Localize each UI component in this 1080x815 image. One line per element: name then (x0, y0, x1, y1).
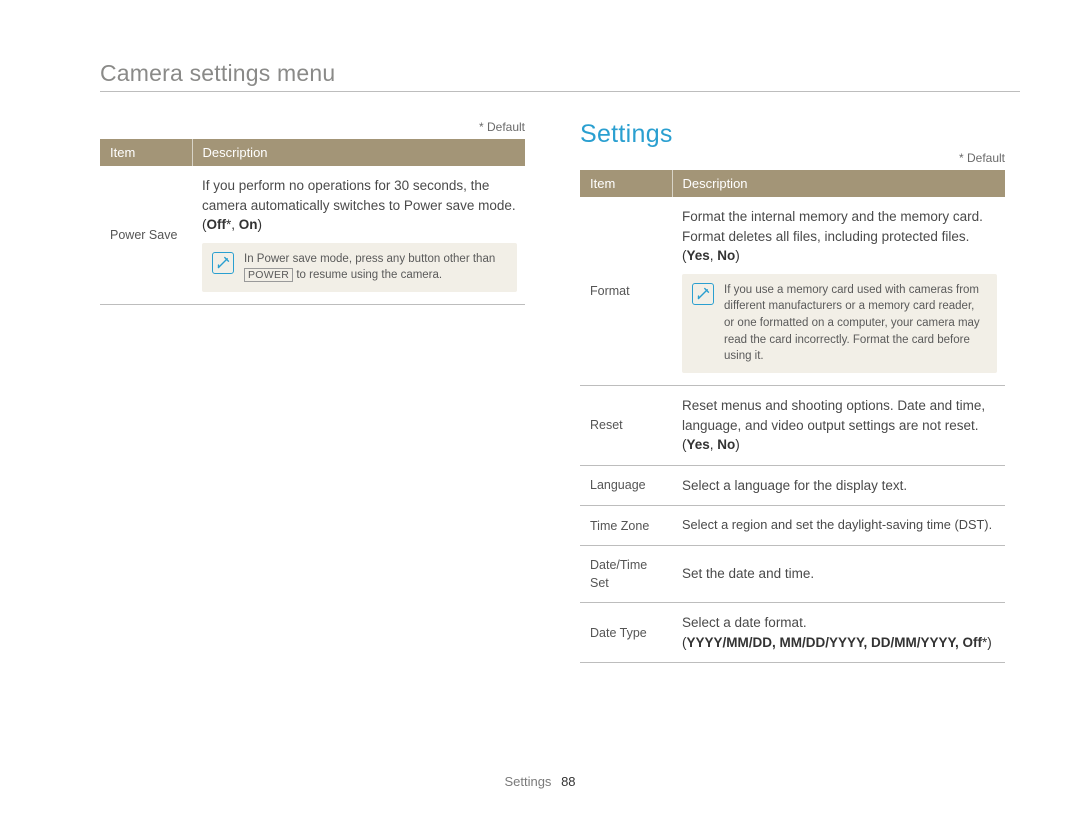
item-description-cell: Reset menus and shooting options. Date a… (672, 386, 1005, 466)
option-no: No (717, 437, 735, 452)
item-description-cell: Select a date format. (YYYY/MM/DD, MM/DD… (672, 603, 1005, 663)
note-box: If you use a memory card used with camer… (682, 274, 997, 373)
note-post: to resume using the camera. (293, 269, 442, 281)
left-column: * Default Item Description Power Save If… (100, 120, 525, 663)
item-description-cell: Select a region and set the daylight-sav… (672, 506, 1005, 546)
option-yes: Yes (687, 437, 710, 452)
col-header-description: Description (192, 139, 525, 166)
item-label: Power Save (100, 166, 192, 305)
options-line: (Yes, No) (682, 246, 997, 266)
option-on: On (239, 217, 258, 232)
note-pre: In Power save mode, press any button oth… (244, 253, 495, 265)
two-column-layout: * Default Item Description Power Save If… (100, 120, 1020, 663)
table-row: Time Zone Select a region and set the da… (580, 506, 1005, 546)
footer-page-number: 88 (561, 774, 575, 789)
table-row: Format Format the internal memory and th… (580, 197, 1005, 386)
footer-label: Settings (504, 774, 551, 789)
page-footer: Settings 88 (0, 774, 1080, 789)
note-boxed-power: POWER (244, 268, 293, 282)
options-sep: , (231, 217, 239, 232)
description-text: If you perform no operations for 30 seco… (202, 176, 517, 215)
option-no: No (717, 248, 735, 263)
table-row: Date/Time Set Set the date and time. (580, 545, 1005, 602)
default-note-right: * Default (580, 151, 1005, 165)
col-header-description: Description (672, 170, 1005, 197)
options-close: ) (987, 635, 992, 650)
date-format-options: YYYY/MM/DD, MM/DD/YYYY, DD/MM/YYYY, Off (687, 635, 983, 650)
description-text: Select a date format. (682, 613, 997, 633)
left-settings-table: Item Description Power Save If you perfo… (100, 139, 525, 305)
note-icon (692, 283, 714, 305)
table-header-row: Item Description (580, 170, 1005, 197)
item-description-cell: Format the internal memory and the memor… (672, 197, 1005, 386)
table-row: Power Save If you perform no operations … (100, 166, 525, 305)
page-container: Camera settings menu * Default Item Desc… (0, 0, 1080, 663)
options-close: ) (735, 437, 740, 452)
default-note-left: * Default (100, 120, 525, 134)
table-row: Date Type Select a date format. (YYYY/MM… (580, 603, 1005, 663)
right-settings-table: Item Description Format Format the inter… (580, 170, 1005, 663)
settings-heading: Settings (580, 120, 1005, 149)
right-column: Settings * Default Item Description Form… (580, 120, 1005, 663)
note-icon (212, 252, 234, 274)
item-label: Date/Time Set (580, 545, 672, 602)
options-close: ) (258, 217, 263, 232)
note-box: In Power save mode, press any button oth… (202, 243, 517, 292)
item-description-cell: Select a language for the display text. (672, 465, 1005, 506)
table-header-row: Item Description (100, 139, 525, 166)
description-text: Reset menus and shooting options. Date a… (682, 396, 997, 435)
note-text: If you use a memory card used with camer… (724, 282, 987, 365)
options-line: (Yes, No) (682, 435, 997, 455)
item-label: Reset (580, 386, 672, 466)
table-row: Language Select a language for the displ… (580, 465, 1005, 506)
options-line: (YYYY/MM/DD, MM/DD/YYYY, DD/MM/YYYY, Off… (682, 633, 997, 653)
description-text: Format the internal memory and the memor… (682, 207, 997, 246)
note-text: In Power save mode, press any button oth… (244, 251, 507, 284)
item-description-cell: If you perform no operations for 30 seco… (192, 166, 525, 305)
options-line: (Off*, On) (202, 215, 517, 235)
option-yes: Yes (687, 248, 710, 263)
item-label: Language (580, 465, 672, 506)
item-description-cell: Set the date and time. (672, 545, 1005, 602)
col-header-item: Item (100, 139, 192, 166)
option-off: Off (207, 217, 227, 232)
item-label: Date Type (580, 603, 672, 663)
options-close: ) (735, 248, 740, 263)
col-header-item: Item (580, 170, 672, 197)
page-title: Camera settings menu (100, 60, 1020, 92)
table-row: Reset Reset menus and shooting options. … (580, 386, 1005, 466)
item-label: Time Zone (580, 506, 672, 546)
item-label: Format (580, 197, 672, 386)
